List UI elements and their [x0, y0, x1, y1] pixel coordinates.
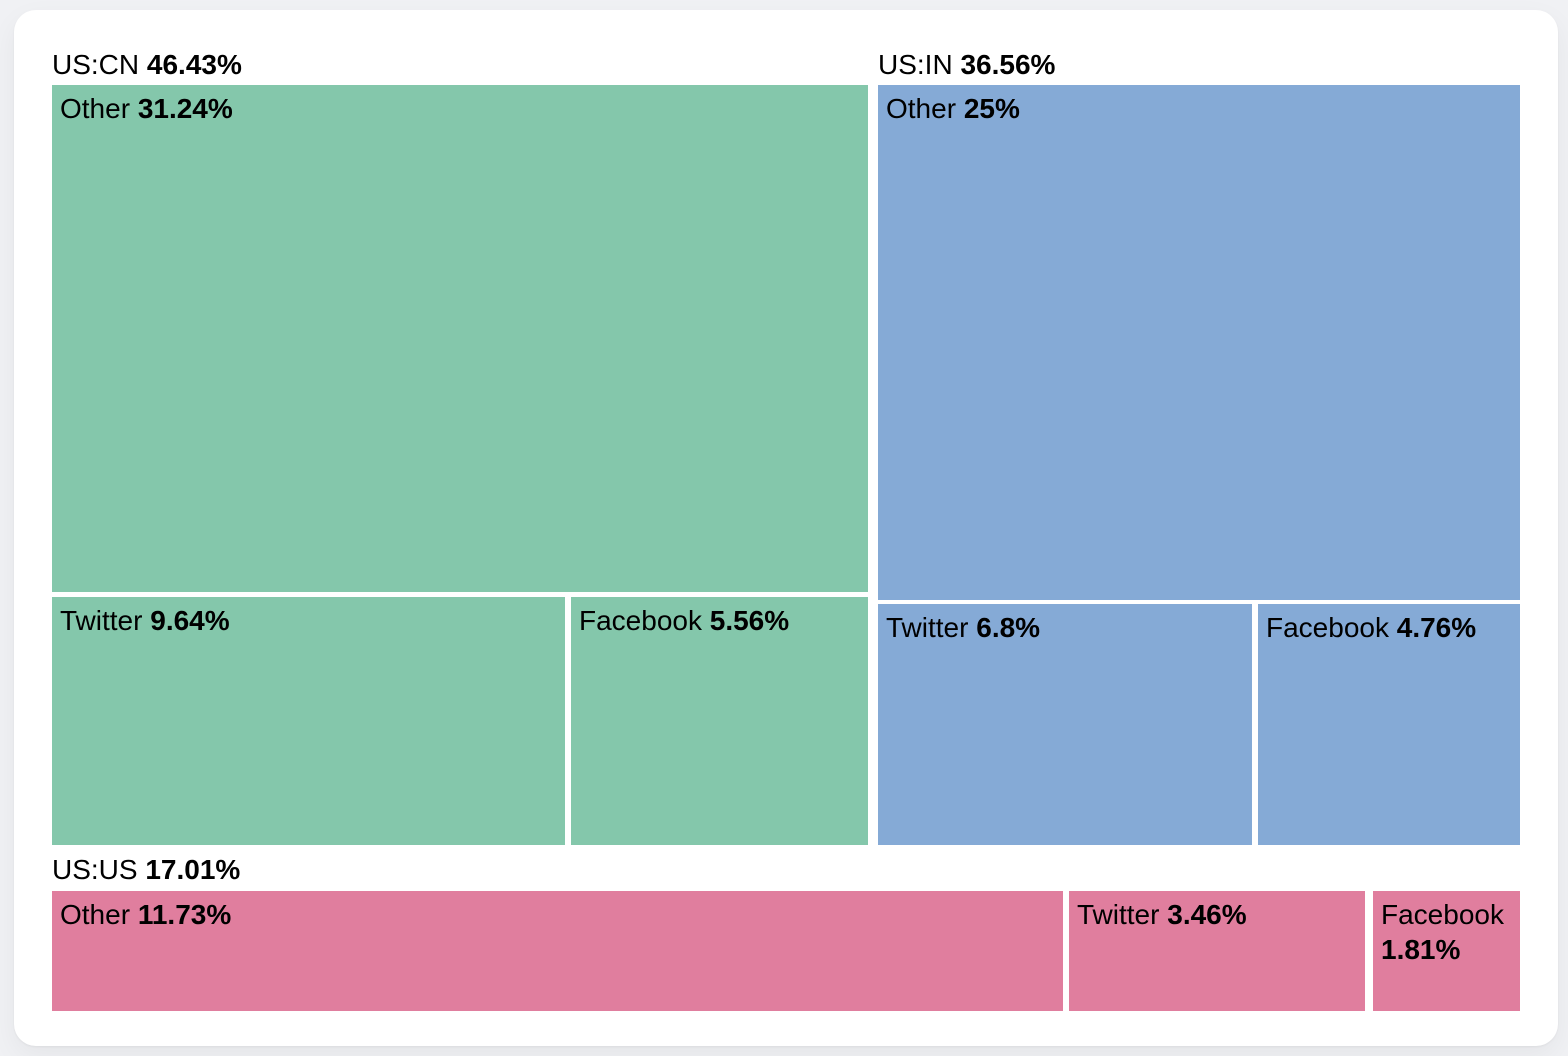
treemap-cell-us-us-facebook[interactable]: Facebook 1.81%: [1373, 891, 1520, 1011]
group-header-us-in: US:IN 36.56%: [878, 47, 1055, 82]
cell-value: 1.81%: [1381, 934, 1461, 965]
group-value: 46.43%: [146, 49, 242, 80]
cell-label: Facebook: [1381, 899, 1504, 930]
group-header-us-cn: US:CN 46.43%: [52, 47, 242, 82]
treemap-cell-us-cn-twitter[interactable]: Twitter 9.64%: [52, 597, 565, 845]
cell-value: 4.76%: [1396, 612, 1477, 643]
cell-label: Other: [60, 899, 131, 930]
cell-value: 25%: [963, 93, 1020, 124]
cell-value: 9.64%: [150, 605, 230, 636]
cell-label: Twitter: [1077, 899, 1160, 930]
treemap-cell-us-us-other[interactable]: Other 11.73%: [52, 891, 1063, 1011]
treemap-card: US:CN 46.43% Other 31.24% Twitter 9.64% …: [14, 10, 1558, 1046]
cell-value: 5.56%: [709, 605, 790, 636]
group-value: 17.01%: [145, 854, 241, 885]
group-value: 36.56%: [960, 49, 1056, 80]
cell-label: Facebook: [1266, 612, 1389, 643]
group-name: US:US: [52, 854, 138, 885]
treemap-cell-us-cn-other[interactable]: Other 31.24%: [52, 85, 868, 592]
treemap-cell-us-cn-facebook[interactable]: Facebook 5.56%: [571, 597, 868, 845]
group-name: US:CN: [52, 49, 140, 80]
cell-value: 31.24%: [137, 93, 233, 124]
group-name: US:IN: [878, 49, 953, 80]
treemap-cell-us-in-twitter[interactable]: Twitter 6.8%: [878, 604, 1252, 845]
treemap-chart: US:CN 46.43% Other 31.24% Twitter 9.64% …: [52, 47, 1520, 1011]
cell-value: 11.73%: [137, 899, 232, 930]
treemap-cell-us-in-other[interactable]: Other 25%: [878, 85, 1520, 600]
cell-label: Other: [886, 93, 957, 124]
treemap-cell-us-us-twitter[interactable]: Twitter 3.46%: [1069, 891, 1365, 1011]
cell-label: Twitter: [60, 605, 143, 636]
group-header-us-us: US:US 17.01%: [52, 852, 240, 887]
cell-value: 6.8%: [976, 612, 1041, 643]
cell-value: 3.46%: [1167, 899, 1247, 930]
treemap-cell-us-in-facebook[interactable]: Facebook 4.76%: [1258, 604, 1520, 845]
cell-label: Other: [60, 93, 131, 124]
cell-label: Facebook: [579, 605, 702, 636]
cell-label: Twitter: [886, 612, 969, 643]
